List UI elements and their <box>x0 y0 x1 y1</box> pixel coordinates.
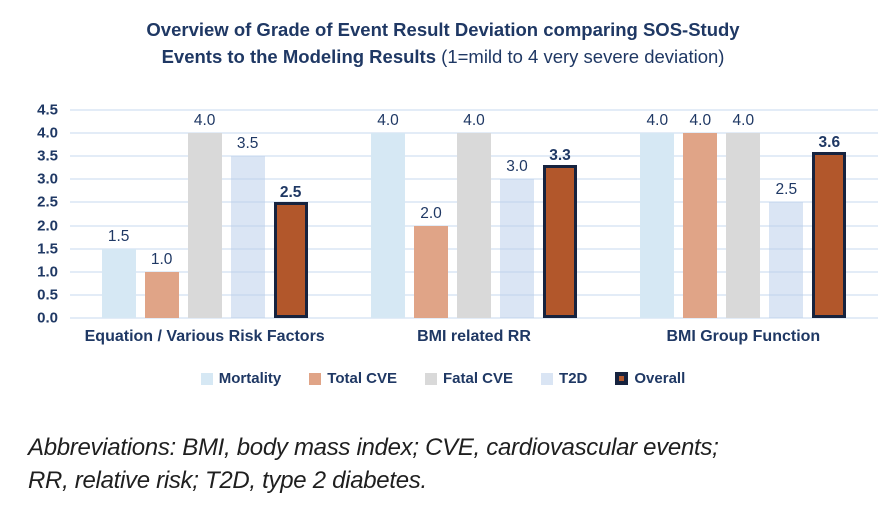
legend-label: Overall <box>634 370 686 387</box>
legend-item-t2d: T2D <box>541 370 587 387</box>
bar-value-label: 4.0 <box>689 112 712 130</box>
chart-title-line2: Events to the Modeling Results (1=mild t… <box>0 43 886 70</box>
legend-swatch-icon <box>309 372 322 385</box>
bar-total-cve-bmi-group-function: 4.0 <box>683 112 718 318</box>
y-axis-tick-label: 2.5 <box>37 193 58 211</box>
gridline <box>70 109 878 111</box>
legend-label: Fatal CVE <box>443 370 514 387</box>
y-axis-tick-label: 1.5 <box>37 240 58 258</box>
y-axis-tick-label: 3.5 <box>37 147 58 165</box>
bar-total-cve-equation-various-risk-factors: 1.0 <box>144 251 179 318</box>
bar-fatal-cve-bmi-related-rr: 4.0 <box>456 112 491 318</box>
bar-group-bmi-group-function: 4.0 4.0 4.0 2.5 3.6 <box>640 110 847 318</box>
bar-value-label: 4.0 <box>732 112 755 130</box>
legend-label: Total CVE <box>327 370 397 387</box>
bar-mortality-bmi-group-function: 4.0 <box>640 112 675 318</box>
legend-item-total-cve: Total CVE <box>309 370 397 387</box>
y-axis-tick-label: 2.0 <box>37 217 58 235</box>
y-axis-tick-label: 3.0 <box>37 170 58 188</box>
legend: Mortality Total CVE Fatal CVE T2D Overall <box>0 370 886 387</box>
chart-title-subtitle-text: (1=mild to 4 very severe deviation) <box>436 46 725 67</box>
legend-label: T2D <box>559 370 588 387</box>
gridline <box>70 132 878 135</box>
bar-t2d-equation-various-risk-factors: 3.5 <box>230 135 265 318</box>
y-axis-tick-label: 1.0 <box>37 263 58 281</box>
bar-value-label: 4.0 <box>193 112 216 130</box>
footnote-line: Abbreviations: BMI, body mass index; CVE… <box>28 434 719 461</box>
y-axis-tick-label: 4.0 <box>37 124 58 142</box>
chart-title-line1: Overview of Grade of Event Result Deviat… <box>0 16 886 43</box>
chart-title: Overview of Grade of Event Result Deviat… <box>0 16 886 70</box>
legend-item-fatal-cve: Fatal CVE <box>425 370 513 387</box>
bar-value-label: 4.0 <box>377 112 399 130</box>
y-axis-tick-label: 0.0 <box>37 309 58 327</box>
bar-overall-equation-various-risk-factors: 2.5 <box>273 184 308 318</box>
bar-value-label: 1.0 <box>150 250 173 268</box>
gridline <box>70 317 878 319</box>
bar-value-label: 2.5 <box>279 184 302 202</box>
bar-mortality-bmi-related-rr: 4.0 <box>370 112 405 318</box>
bar-value-label: 3.5 <box>236 135 259 153</box>
legend-label: Mortality <box>218 370 282 387</box>
bar-value-label: 2.5 <box>775 181 798 199</box>
bar-t2d-bmi-related-rr: 3.0 <box>499 158 534 318</box>
x-axis-label-bmi-related-rr: BMI related RR <box>417 328 531 345</box>
y-axis-tick-label: 0.5 <box>37 286 58 304</box>
bar-value-label: 3.3 <box>549 147 571 165</box>
x-axis-label-equation-various-risk-factors: Equation / Various Risk Factors <box>84 328 325 345</box>
bar-group-bmi-related-rr: 4.0 2.0 4.0 3.0 3.3 <box>370 110 577 318</box>
footnote: Abbreviations: BMI, body mass index; CVE… <box>28 431 886 497</box>
bar-overall-bmi-related-rr: 3.3 <box>542 147 577 318</box>
bar-total-cve-bmi-related-rr: 2.0 <box>413 205 448 318</box>
legend-item-overall: Overall <box>615 370 685 387</box>
chart-title-bold-text: Overview of Grade of Event Result Deviat… <box>146 19 740 40</box>
x-axis-category-labels: Equation / Various Risk Factors BMI relat… <box>70 328 878 346</box>
bar-value-label: 2.0 <box>420 204 442 222</box>
legend-item-mortality: Mortality <box>200 370 282 387</box>
x-axis-label-bmi-group-function: BMI Group Function <box>666 328 821 345</box>
legend-swatch-icon <box>615 372 629 385</box>
bar-chart-plot-area: 1.5 1.0 4.0 3.5 2.5 4.0 2.0 4.0 3.0 3.3 4.0 4.0 4.0 2… <box>37 102 878 327</box>
legend-swatch-icon <box>425 372 437 385</box>
bar-groups: 1.5 1.0 4.0 3.5 2.5 4.0 2.0 4.0 3.0 3.3 4.0 4.0 4.0 2… <box>70 110 878 318</box>
bar-t2d-bmi-group-function: 2.5 <box>769 181 804 318</box>
bar-value-label: 4.0 <box>463 112 485 130</box>
bar-value-label: 1.5 <box>107 227 130 245</box>
chart-title-bold-text: Events to the Modeling Results <box>161 46 437 67</box>
footnote-line: RR, relative risk; T2D, type 2 diabetes. <box>28 467 427 494</box>
bar-value-label: 3.0 <box>506 158 528 176</box>
bar-overall-bmi-group-function: 3.6 <box>812 134 847 318</box>
bar-value-label: 4.0 <box>646 112 669 130</box>
y-axis-tick-label: 4.5 <box>37 101 58 119</box>
bar-fatal-cve-bmi-group-function: 4.0 <box>726 112 761 318</box>
bar-group-equation-various-risk-factors: 1.5 1.0 4.0 3.5 2.5 <box>101 110 308 318</box>
legend-swatch-icon <box>200 372 213 385</box>
bar-value-label: 3.6 <box>818 133 841 151</box>
legend-swatch-icon <box>541 372 554 385</box>
bar-mortality-equation-various-risk-factors: 1.5 <box>101 228 136 318</box>
bar-fatal-cve-equation-various-risk-factors: 4.0 <box>187 112 222 318</box>
